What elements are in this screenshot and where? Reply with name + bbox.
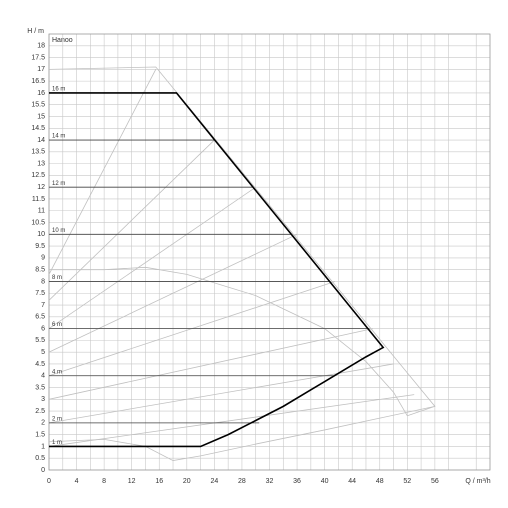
y-tick-label: 11.5 [32, 196, 45, 203]
x-tick-label: 24 [210, 478, 218, 485]
speed-label: 14 m [52, 134, 65, 140]
y-axis-label: H / m [27, 28, 44, 35]
speed-label: 1 m [52, 440, 62, 446]
x-tick-label: 8 [102, 478, 106, 485]
y-tick-label: 7.5 [35, 290, 45, 297]
x-tick-label: 16 [155, 478, 163, 485]
system-curve [48, 233, 298, 353]
y-tick-label: 0.5 [35, 455, 45, 462]
chart-title: Hanoo [52, 37, 73, 44]
y-tick-label: 3.5 [35, 384, 45, 391]
y-tick-label: 2 [41, 420, 45, 427]
y-tick-label: 8.5 [35, 267, 45, 274]
y-tick-label: 11 [38, 208, 45, 215]
y-tick-label: 10 [37, 231, 45, 238]
x-tick-label: 56 [431, 478, 439, 485]
system-curve [48, 394, 415, 447]
system-curve [48, 405, 435, 461]
system-curve [48, 363, 394, 424]
y-tick-label: 8 [41, 278, 45, 285]
y-tick-label: 15 [37, 113, 45, 120]
y-tick-label: 9.5 [35, 243, 45, 250]
speed-label: 8 m [52, 275, 62, 281]
y-tick-label: 16 [37, 90, 45, 97]
y-tick-label: 13 [37, 160, 45, 167]
x-tick-label: 0 [47, 478, 51, 485]
speed-label: 12 m [52, 181, 65, 187]
y-tick-label: 17.5 [31, 54, 45, 61]
y-tick-label: 0 [41, 467, 45, 474]
x-axis-label: Q / m³/h [465, 478, 490, 485]
x-tick-label: 20 [183, 478, 191, 485]
x-tick-label: 32 [266, 478, 274, 485]
envelope-curve [49, 92, 385, 448]
y-tick-label: 14.5 [31, 125, 45, 132]
y-tick-label: 10.5 [31, 219, 45, 226]
system-curve [48, 186, 256, 329]
speed-label: 6 m [52, 322, 62, 328]
y-tick-label: 6 [41, 325, 45, 332]
speed-label: 10 m [52, 228, 65, 234]
system-curve [48, 328, 373, 400]
x-tick-label: 28 [238, 478, 246, 485]
y-tick-label: 6.5 [35, 314, 45, 321]
y-tick-label: 14 [37, 137, 45, 144]
speed-label: 16 m [52, 86, 65, 92]
system-curve [48, 139, 215, 301]
system-curve [49, 266, 408, 416]
y-tick-label: 15.5 [31, 102, 45, 109]
y-tick-label: 5 [41, 349, 45, 356]
y-tick-label: 17 [37, 66, 45, 73]
y-tick-label: 3 [41, 396, 45, 403]
x-tick-label: 36 [293, 478, 301, 485]
x-tick-label: 48 [376, 478, 384, 485]
x-tick-label: 44 [348, 478, 356, 485]
y-tick-label: 9 [41, 255, 45, 262]
system-curve [48, 69, 157, 275]
x-tick-label: 52 [403, 478, 411, 485]
y-tick-label: 4 [41, 373, 45, 380]
x-tick-label: 40 [321, 478, 329, 485]
y-tick-label: 7 [41, 302, 45, 309]
x-tick-label: 4 [75, 478, 79, 485]
y-tick-label: 13.5 [31, 149, 45, 156]
y-tick-label: 16.5 [31, 78, 45, 85]
y-tick-label: 5.5 [35, 337, 45, 344]
speed-label: 4 m [52, 369, 62, 375]
y-tick-label: 18 [37, 43, 45, 50]
y-tick-label: 1.5 [35, 431, 45, 438]
y-tick-label: 4.5 [35, 361, 45, 368]
y-tick-label: 1 [41, 443, 45, 450]
speed-label: 2 m [52, 416, 62, 422]
y-tick-label: 2.5 [35, 408, 45, 415]
y-tick-label: 12 [37, 184, 45, 191]
system-curve [48, 66, 436, 417]
y-tick-label: 12.5 [31, 172, 45, 179]
plot-frame [48, 33, 491, 471]
x-tick-label: 12 [128, 478, 136, 485]
